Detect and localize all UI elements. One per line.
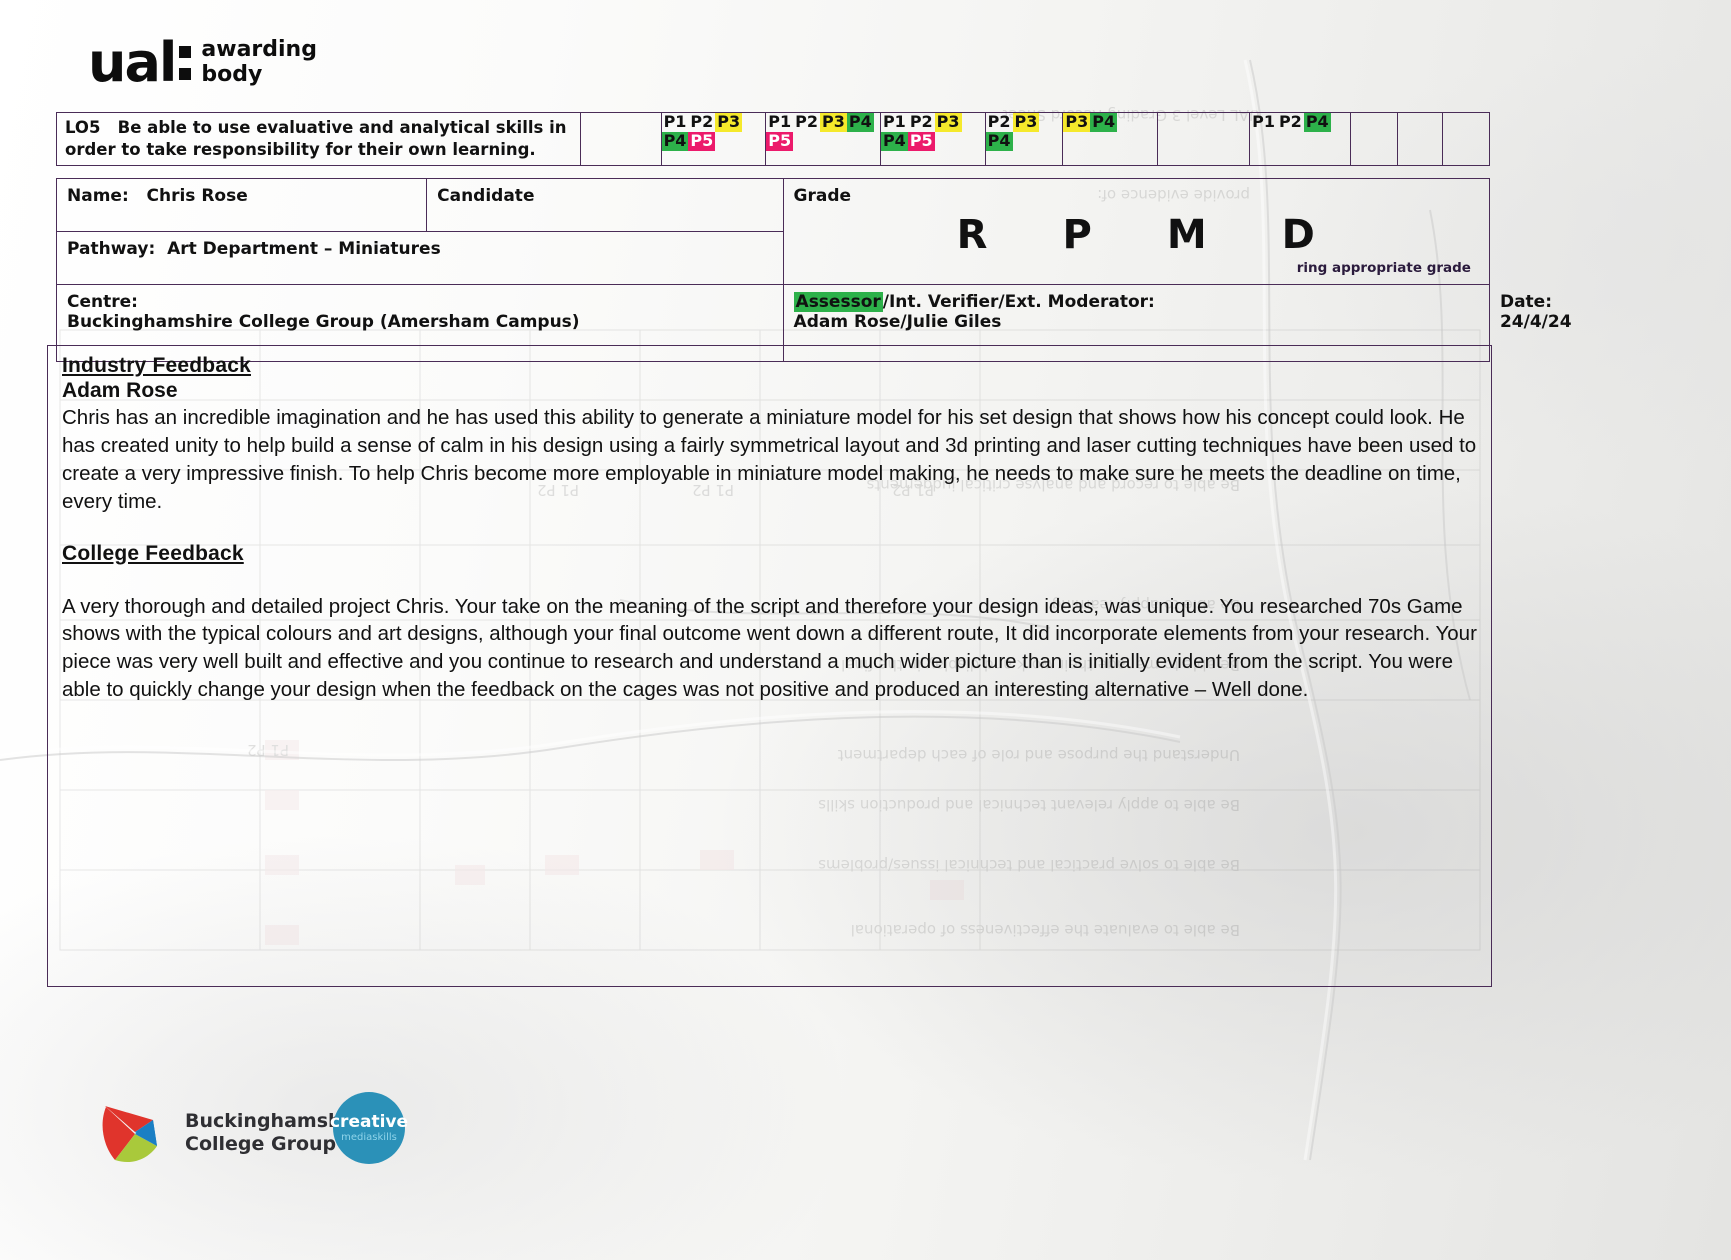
logo-line-2: body: [201, 61, 263, 87]
industry-feedback-body: Chris has an incredible imagination and …: [62, 406, 1477, 513]
p-code-p2[interactable]: P2: [987, 112, 1011, 131]
p-code-p4[interactable]: P4: [985, 131, 1013, 151]
assessor-value: Adam Rose/Julie Giles: [793, 312, 1002, 332]
candidate-label: Candidate: [437, 186, 535, 206]
p-code-p3[interactable]: P3: [934, 112, 962, 132]
p-code-p3[interactable]: P3: [715, 112, 743, 132]
p-code-p4[interactable]: P4: [846, 112, 874, 132]
assessor-cell: Assessor/Int. Verifier/Ext. Moderator: A…: [782, 284, 1490, 362]
grade-option-d[interactable]: D: [1281, 212, 1316, 258]
grid-cell-4[interactable]: P2 P3 P4: [984, 112, 1064, 166]
p-code-p4[interactable]: P4: [1090, 112, 1118, 132]
college-feedback-body: A very thorough and detailed project Chr…: [62, 594, 1477, 702]
p-code-p2[interactable]: P2: [690, 112, 714, 131]
awarding-body-text: awarding body: [201, 37, 317, 87]
p-code-p2[interactable]: P2: [909, 112, 933, 131]
ring-appropriate-grade-note: ring appropriate grade: [1296, 260, 1471, 276]
centre-cell: Centre: Buckinghamshire College Group (A…: [56, 284, 784, 362]
name-label: Name:: [67, 186, 129, 206]
assessor-label: /Int. Verifier/Ext. Moderator:: [882, 292, 1155, 312]
grade-option-r[interactable]: R: [956, 212, 989, 258]
p-code-p1[interactable]: P1: [768, 112, 792, 131]
p-code-p2[interactable]: P2: [795, 112, 818, 131]
p-code-p4[interactable]: P4: [661, 131, 689, 151]
centre-label: Centre:: [67, 292, 138, 312]
creative-line-1: creative: [329, 1111, 409, 1132]
name-value: Chris Rose: [146, 186, 248, 206]
grid-cell-3[interactable]: P1 P2 P3 P4 P5: [879, 112, 986, 166]
name-cell: Name: Chris Rose: [55, 178, 428, 232]
lo5-description-cell: LO5 Be able to use evaluative and analyt…: [56, 112, 581, 166]
p-code-p1[interactable]: P1: [882, 112, 906, 131]
pathway-cell: Pathway: Art Department – Miniatures: [56, 231, 784, 285]
centre-value: Buckinghamshire College Group (Amersham …: [67, 312, 580, 332]
two-square-colon-icon: [179, 45, 192, 80]
candidate-cell[interactable]: Candidate: [426, 178, 784, 232]
p-code-p5[interactable]: P5: [688, 131, 716, 151]
creative-line-2: mediaskills: [341, 1131, 397, 1143]
assessor-highlight: Assessor: [793, 292, 883, 312]
candidate-info-table: Name: Chris Rose Candidate Grade R P M D…: [55, 178, 1572, 362]
industry-feedback-author: Adam Rose: [62, 379, 178, 402]
logo-line-1: awarding: [201, 37, 317, 63]
p-code-p5[interactable]: P5: [766, 131, 794, 151]
creative-mediaskills-logo: creative mediaskills: [329, 1092, 409, 1164]
learning-outcome-row: LO5 Be able to use evaluative and analyt…: [56, 112, 1490, 166]
grid-cell-6[interactable]: [1157, 112, 1251, 166]
grade-option-m[interactable]: M: [1166, 212, 1208, 258]
p-code-p5[interactable]: P5: [907, 131, 935, 151]
p-code-p4[interactable]: P4: [880, 131, 908, 151]
pathway-label: Pathway:: [67, 239, 156, 259]
p-code-p2[interactable]: P2: [1278, 112, 1302, 131]
college-feedback-heading: College Feedback: [62, 541, 244, 565]
bcg-line-1: Buckinghamshire: [185, 1110, 371, 1133]
grid-cell-5[interactable]: P3 P4: [1062, 112, 1159, 166]
ual-wordmark: ual: [88, 31, 177, 94]
p-code-p3[interactable]: P3: [1063, 112, 1091, 132]
grid-cell-0[interactable]: [580, 112, 662, 166]
lo5-code: LO5: [65, 118, 101, 137]
pathway-value: Art Department – Miniatures: [167, 239, 441, 259]
bcg-line-2: College Group: [185, 1133, 337, 1155]
grade-letters: R P M D: [794, 212, 1479, 258]
grid-cell-8[interactable]: [1349, 112, 1399, 166]
grid-cell-9[interactable]: [1397, 112, 1444, 166]
p-code-p1[interactable]: P1: [663, 112, 687, 131]
grade-option-p[interactable]: P: [1062, 212, 1093, 258]
p-code-p1[interactable]: P1: [1252, 112, 1275, 131]
grid-cell-1[interactable]: P1 P2 P3 P4 P5: [660, 112, 767, 166]
p-code-p4[interactable]: P4: [1303, 112, 1331, 132]
p-code-p3[interactable]: P3: [820, 112, 847, 132]
buckinghamshire-college-group-logo: Buckinghamshire College Group: [95, 1098, 370, 1168]
ual-awarding-body-logo: ual awarding body: [88, 31, 317, 94]
lo5-text: Be able to use evaluative and analytical…: [65, 118, 567, 159]
grade-label: Grade: [793, 186, 852, 206]
feedback-box: Industry Feedback Adam Rose Chris has an…: [47, 345, 1492, 987]
p-code-p3[interactable]: P3: [1012, 112, 1040, 132]
bcg-triangle-icon: [102, 1106, 157, 1163]
industry-feedback-heading: Industry Feedback: [62, 354, 251, 377]
grid-cell-2[interactable]: P1 P2 P3 P4 P5: [765, 112, 881, 166]
grid-cell-7[interactable]: P1 P2 P4: [1249, 112, 1351, 166]
grade-cell[interactable]: Grade R P M D ring appropriate grade: [782, 178, 1490, 285]
grid-cell-10[interactable]: [1442, 112, 1490, 166]
